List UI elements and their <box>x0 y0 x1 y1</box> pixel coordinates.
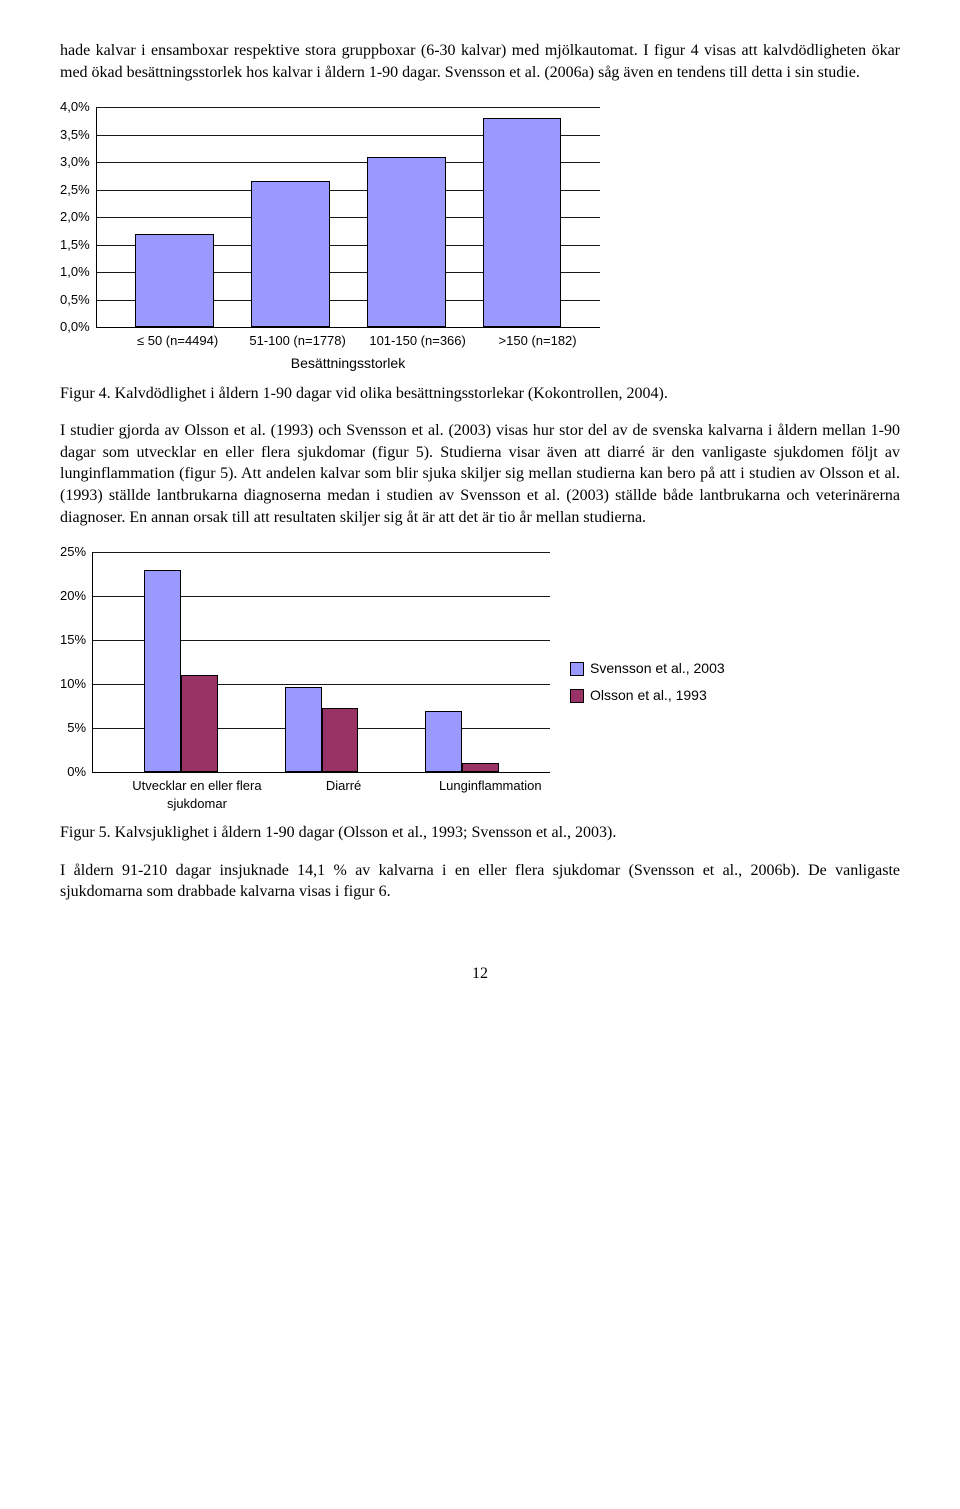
closing-paragraph: I åldern 91-210 dagar insjuknade 14,1 % … <box>60 860 900 903</box>
figure-5-caption: Figur 5. Kalvsjuklighet i åldern 1-90 da… <box>60 822 900 844</box>
y-tick-label: 5% <box>67 706 86 750</box>
x-axis-title: Besättningsstorlek <box>108 350 588 373</box>
middle-paragraph: I studier gjorda av Olsson et al. (1993)… <box>60 420 900 528</box>
bar <box>135 234 214 328</box>
bar <box>285 687 322 772</box>
figure-5-legend: Svensson et al., 2003 Olsson et al., 1993 <box>550 659 725 705</box>
bar-group <box>392 711 532 773</box>
legend-swatch <box>570 689 584 703</box>
y-tick-label: 15% <box>60 618 86 662</box>
x-tick-label: 51-100 (n=1778) <box>238 332 358 350</box>
y-tick-label: 0,5% <box>60 286 90 314</box>
x-tick-label: ≤ 50 (n=4494) <box>118 332 238 350</box>
bar-group <box>251 687 391 772</box>
legend-swatch <box>570 662 584 676</box>
x-tick-label: Diarré <box>270 777 417 812</box>
figure-4-chart: 4,0%3,5%3,0%2,5%2,0%1,5%1,0%0,5%0,0%≤ 50… <box>60 107 900 372</box>
bar-group <box>111 570 251 772</box>
figure-4-caption: Figur 4. Kalvdödlighet i åldern 1-90 dag… <box>60 383 900 405</box>
y-tick-label: 1,5% <box>60 231 90 259</box>
x-tick-label: Utvecklar en eller flera sjukdomar <box>124 777 271 812</box>
bar <box>462 763 499 772</box>
legend-item: Olsson et al., 1993 <box>570 686 725 705</box>
intro-paragraph: hade kalvar i ensamboxar respektive stor… <box>60 40 900 83</box>
bar <box>425 711 462 773</box>
x-tick-label: >150 (n=182) <box>478 332 598 350</box>
legend-label: Olsson et al., 1993 <box>590 686 707 705</box>
bar <box>251 181 330 327</box>
y-tick-label: 0% <box>67 750 86 794</box>
bar <box>483 118 562 327</box>
x-tick-label: Lunginflammation <box>417 777 564 812</box>
y-tick-label: 1,0% <box>60 258 90 286</box>
x-tick-label: 101-150 (n=366) <box>358 332 478 350</box>
y-tick-label: 0,0% <box>60 313 90 341</box>
bar <box>322 708 359 772</box>
page-number: 12 <box>60 963 900 985</box>
y-tick-label: 25% <box>60 530 86 574</box>
y-tick-label: 2,5% <box>60 176 90 204</box>
bar <box>181 675 218 772</box>
y-tick-label: 2,0% <box>60 203 90 231</box>
figure-5-chart: 25%20%15%10%5%0%Utvecklar en eller flera… <box>60 552 900 812</box>
y-tick-label: 10% <box>60 662 86 706</box>
bar <box>144 570 181 772</box>
y-tick-label: 4,0% <box>60 93 90 121</box>
bar <box>367 157 446 328</box>
y-tick-label: 20% <box>60 574 86 618</box>
legend-label: Svensson et al., 2003 <box>590 659 725 678</box>
y-tick-label: 3,0% <box>60 148 90 176</box>
legend-item: Svensson et al., 2003 <box>570 659 725 678</box>
y-tick-label: 3,5% <box>60 121 90 149</box>
